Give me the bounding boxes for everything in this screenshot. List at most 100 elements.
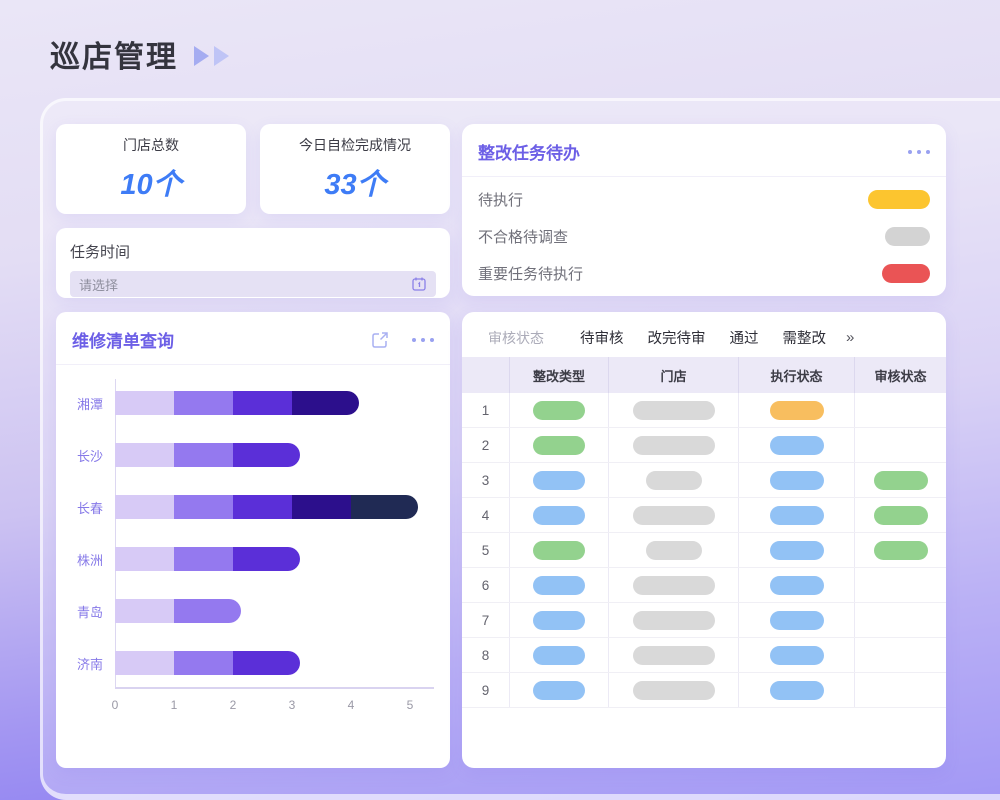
status-pill: [632, 435, 715, 455]
row-number: 2: [462, 428, 510, 462]
repair-list-card: 维修清单查询 湘潭 长沙 长春 株洲 青岛 济南 0 1 2 3 4 5: [56, 312, 450, 768]
tab-需整改[interactable]: 需整改: [782, 331, 827, 347]
audit-status-tabs: 审核状态 待审核 改完待审 通过 需整改 »: [462, 312, 946, 357]
row-number: 1: [462, 393, 510, 427]
chart-bar-row: 株洲: [72, 533, 434, 585]
stacked-bar: [115, 651, 300, 675]
chart-bar-row: 长春: [72, 481, 434, 533]
table-cell: [510, 428, 609, 462]
more-menu-icon[interactable]: [412, 337, 434, 342]
status-pill: [533, 470, 585, 490]
chart-bar-row: 长沙: [72, 429, 434, 481]
status-pill: [533, 680, 585, 700]
play-icons: [194, 46, 229, 66]
table-row: 6: [462, 568, 946, 603]
more-menu-icon[interactable]: [908, 149, 930, 154]
chart-category-label: 株洲: [76, 552, 103, 568]
table-cell: [855, 393, 946, 427]
status-pill: [533, 435, 585, 455]
todo-item: 重要任务待执行: [478, 255, 930, 292]
task-time-label: 任务时间: [70, 244, 131, 261]
status-pill: [632, 575, 715, 595]
header-cell: 整改类型: [510, 357, 609, 393]
status-pill: [769, 505, 824, 525]
todo-item-label: 不合格待调查: [478, 229, 569, 246]
tabs-overflow-chevron[interactable]: »: [846, 329, 855, 346]
chart-category-label: 长沙: [76, 448, 103, 464]
status-pill: [873, 540, 928, 560]
status-pill: [769, 540, 824, 560]
x-tick-label: 5: [406, 698, 414, 712]
status-pill: [873, 505, 928, 525]
status-pill: [769, 435, 824, 455]
tab-待审核[interactable]: 待审核: [580, 331, 624, 347]
card-title: 整改任务待办: [478, 144, 580, 163]
task-time-card: 任务时间 请选择: [56, 228, 450, 298]
share-icon[interactable]: [370, 330, 390, 350]
card-title: 维修清单查询: [72, 332, 174, 351]
repair-chart: 湘潭 长沙 长春 株洲 青岛 济南 0 1 2 3 4 5: [56, 365, 450, 719]
todo-status-pill: [868, 190, 930, 209]
status-pill: [632, 505, 715, 525]
table-cell: [855, 533, 946, 567]
status-pill: [645, 470, 702, 490]
stat-card-self-check: 今日自检完成情况 33个: [260, 124, 450, 214]
table-cell: [739, 463, 855, 497]
bar-segment: [174, 599, 241, 623]
tab-通过[interactable]: 通过: [729, 331, 759, 347]
table-cell: [609, 638, 739, 672]
chart-x-axis: 0 1 2 3 4 5: [72, 689, 434, 719]
bar-segment: [115, 495, 174, 519]
status-pill: [533, 540, 585, 560]
status-pill: [769, 470, 824, 490]
table-row: 9: [462, 673, 946, 708]
stacked-bar: [115, 391, 359, 415]
stat-value: 33个: [324, 169, 386, 201]
table-row: 2: [462, 428, 946, 463]
table-cell: [510, 393, 609, 427]
stat-label: 门店总数: [123, 137, 179, 153]
table-cell: [609, 393, 739, 427]
task-time-select[interactable]: 请选择: [70, 271, 436, 297]
tab-改完待审[interactable]: 改完待审: [647, 331, 706, 347]
header-cell: 门店: [609, 357, 739, 393]
todo-item: 不合格待调查: [478, 218, 930, 255]
bar-segment: [233, 547, 300, 571]
status-pill: [533, 645, 585, 665]
row-number: 7: [462, 603, 510, 637]
stat-value: 10个: [120, 169, 182, 201]
status-pill: [645, 540, 702, 560]
bar-segment: [292, 495, 351, 519]
status-pill: [533, 400, 585, 420]
table-cell: [855, 568, 946, 602]
header-cell: 执行状态: [739, 357, 855, 393]
row-number: 9: [462, 673, 510, 707]
table-row: 5: [462, 533, 946, 568]
status-pill: [769, 575, 824, 595]
todo-status-pill: [882, 264, 930, 283]
chart-category-label: 长春: [76, 500, 103, 516]
table-cell: [510, 463, 609, 497]
x-tick-label: 2: [229, 698, 237, 712]
table-cell: [739, 498, 855, 532]
stat-card-store-total: 门店总数 10个: [56, 124, 246, 214]
table-cell: [739, 393, 855, 427]
row-number: 5: [462, 533, 510, 567]
table-row: 1: [462, 393, 946, 428]
table-cell: [855, 673, 946, 707]
row-number: 6: [462, 568, 510, 602]
play-icon-2: [214, 46, 229, 66]
table-cell: [609, 533, 739, 567]
table-cell: [855, 603, 946, 637]
status-pill: [533, 505, 585, 525]
bar-segment: [174, 547, 233, 571]
bar-segment: [174, 391, 233, 415]
status-pill: [873, 470, 928, 490]
page-title: 巡店管理: [50, 41, 178, 74]
table-cell: [510, 673, 609, 707]
table-row: 3: [462, 463, 946, 498]
table-cell: [510, 603, 609, 637]
todo-status-pill: [885, 227, 930, 246]
table-row: 8: [462, 638, 946, 673]
